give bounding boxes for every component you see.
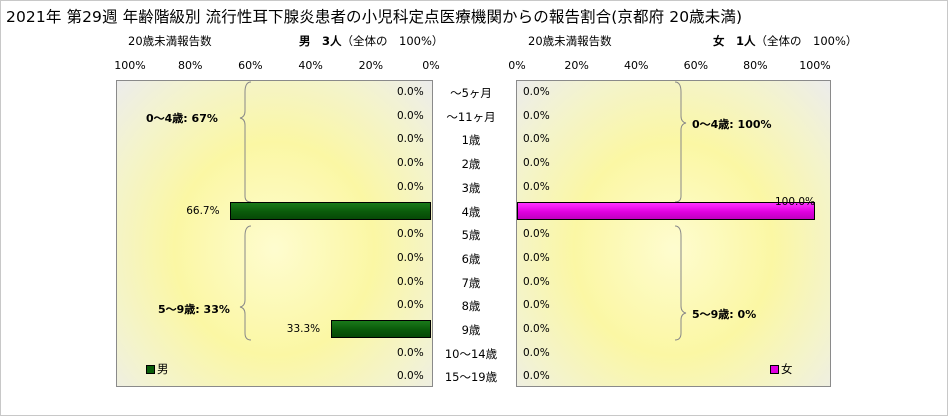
age-category-label: 4歳: [461, 204, 481, 219]
age-category-label: ～5ヶ月: [450, 86, 492, 100]
male-x-tick: 40%: [298, 59, 323, 72]
left-total-note: （全体の 100%）: [341, 34, 444, 48]
male-value-label: 0.0%: [397, 251, 424, 264]
age-category-label: 7歳: [461, 275, 481, 290]
male-value-label: 0.0%: [397, 157, 424, 170]
male-group-5-9-label: 5～9歳: 33%: [158, 303, 230, 316]
male-plot-area: [116, 80, 433, 387]
female-plot-area: [516, 80, 831, 387]
female-x-tick: 40%: [623, 59, 649, 72]
male-value-label: 0.0%: [397, 109, 424, 122]
female-bar: [517, 201, 815, 220]
age-category-label: 15～19歳: [444, 370, 498, 385]
female-legend: 女: [770, 361, 793, 377]
male-x-tick: 100%: [114, 59, 146, 72]
female-value-label: 0.0%: [523, 299, 550, 312]
female-value-label: 0.0%: [523, 86, 550, 98]
right-subtitle: 20歳未満報告数: [528, 34, 612, 48]
female-x-tick: 20%: [564, 59, 589, 72]
age-category-label: ～11ヶ月: [446, 109, 496, 124]
right-total-bold: 女 1人: [713, 34, 756, 48]
female-group-5-9-label: 5～9歳: 0%: [692, 308, 757, 321]
age-category-label: 6歳: [461, 251, 481, 266]
age-category-label: 2歳: [461, 157, 481, 172]
male-group-0-4-label: 0～4歳: 67%: [146, 112, 218, 125]
male-bar: [330, 320, 431, 338]
age-category-label: 5歳: [461, 228, 481, 243]
left-total-bold: 男 3人: [299, 34, 342, 48]
age-category-label: 9歳: [461, 323, 481, 337]
chart-title: 2021年 第29週 年齢階級別 流行性耳下腺炎患者の小児科定点医療機関からの報…: [6, 8, 743, 26]
right-total: 女 1人（全体の 100%）: [713, 33, 857, 49]
male-value-label: 0.0%: [397, 86, 424, 98]
age-category-label: 8歳: [461, 299, 481, 314]
male-legend: 男: [146, 361, 169, 377]
male-x-tick: 80%: [177, 59, 203, 72]
male-legend-label: 男: [157, 362, 169, 376]
male-x-tick: 60%: [238, 59, 263, 72]
female-value-label: 0.0%: [523, 228, 550, 241]
left-total: 男 3人（全体の 100%）: [299, 33, 443, 49]
male-value-label: 66.7%: [186, 204, 220, 217]
female-value-label: 0.0%: [523, 370, 550, 383]
female-value-label: 0.0%: [523, 109, 550, 122]
left-subtitle: 20歳未満報告数: [128, 34, 212, 48]
male-value-label: 0.0%: [397, 275, 424, 288]
male-bar: [230, 201, 431, 220]
age-category-label: 1歳: [461, 133, 481, 148]
female-value-label: 0.0%: [523, 133, 550, 146]
male-value-label: 0.0%: [397, 346, 424, 359]
female-x-tick: 60%: [683, 59, 709, 72]
female-group-0-4-label: 0～4歳: 100%: [692, 118, 772, 131]
age-category-label: 3歳: [461, 180, 481, 195]
male-value-label: 0.0%: [397, 299, 424, 312]
age-category-label: 10～14歳: [444, 346, 498, 361]
female-x-tick: 80%: [743, 59, 768, 72]
female-value-label: 0.0%: [523, 323, 550, 335]
female-value-label: 0.0%: [523, 157, 550, 170]
male-value-label: 0.0%: [397, 228, 424, 241]
female-x-tick: 100%: [799, 59, 831, 72]
female-value-label: 0.0%: [523, 275, 550, 288]
female-x-tick: 0%: [508, 59, 526, 72]
female-value-label: 0.0%: [523, 251, 550, 264]
female-value-label: 0.0%: [523, 180, 550, 193]
male-value-label: 0.0%: [397, 133, 424, 146]
male-value-label: 0.0%: [397, 370, 424, 383]
male-value-label: 33.3%: [286, 323, 321, 335]
right-total-note: （全体の 100%）: [755, 34, 858, 48]
female-value-label: 0.0%: [523, 346, 550, 359]
female-legend-label: 女: [781, 362, 793, 376]
male-x-tick: 0%: [422, 59, 440, 72]
female-legend-swatch: [770, 365, 779, 374]
male-value-label: 0.0%: [397, 180, 424, 193]
male-legend-swatch: [146, 365, 155, 374]
male-x-tick: 20%: [358, 59, 384, 72]
female-value-label: 100.0%: [775, 195, 816, 208]
